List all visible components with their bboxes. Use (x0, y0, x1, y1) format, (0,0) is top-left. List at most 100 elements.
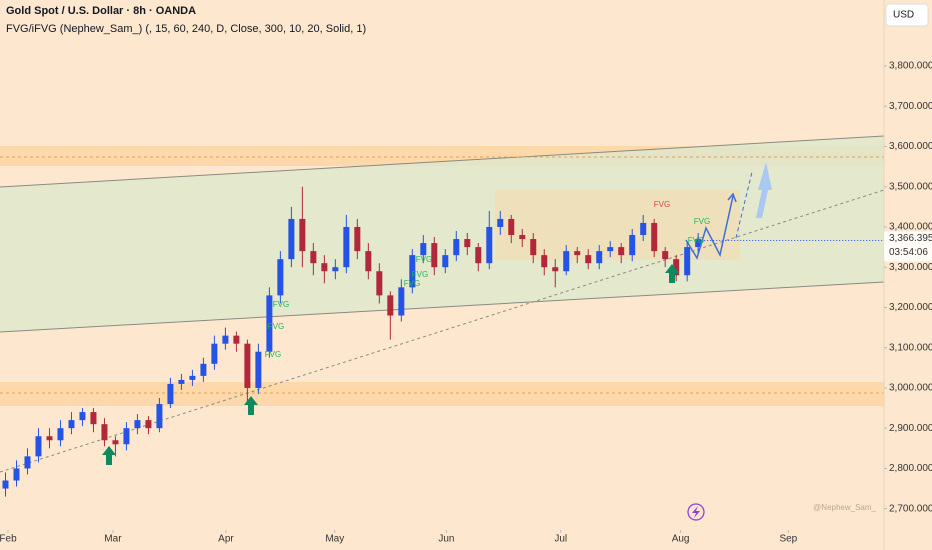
candle-body (68, 420, 75, 429)
currency-label: USD (893, 10, 914, 21)
candle-body (244, 343, 251, 388)
fvg-label: FVG (404, 279, 420, 288)
buy-arrow (244, 396, 258, 415)
x-tick-label: May (325, 534, 344, 545)
candle-body (519, 235, 526, 240)
candle-body (277, 259, 284, 296)
candle-body (420, 243, 427, 256)
indicator-label: FVG/iFVG (Nephew_Sam_) (, 15, 60, 240, D… (6, 23, 366, 35)
candle-body (288, 218, 295, 260)
channel-upper (0, 135, 885, 188)
candle-body (464, 239, 471, 248)
fvg-label: FVG (694, 217, 710, 226)
last-price-label: 3,366.395 (889, 233, 932, 244)
candle-body (222, 335, 229, 344)
candle-body (409, 255, 416, 288)
candle-body (211, 343, 218, 364)
x-tick-label: Feb (0, 534, 17, 545)
y-tick-label: 3,000.000 (889, 383, 932, 394)
candle-body (343, 226, 350, 268)
candle-body (442, 255, 449, 268)
y-tick-label: 3,500.000 (889, 181, 932, 192)
candle-body (321, 263, 328, 272)
support-zone (0, 382, 884, 406)
candle-body (662, 251, 669, 260)
candle-body (145, 420, 152, 429)
projection-path (685, 195, 734, 260)
fvg-label: FVG (416, 255, 432, 264)
candle-body (57, 428, 64, 441)
candle-body (618, 247, 625, 256)
candle-body (167, 383, 174, 405)
y-tick-label: 3,400.000 (889, 222, 932, 233)
projection-arrow-head (727, 192, 737, 203)
candle-body (651, 222, 658, 252)
candle-body (178, 379, 185, 384)
candle-body (310, 251, 317, 264)
candle-body (541, 255, 548, 268)
y-tick-label: 3,700.000 (889, 101, 932, 112)
candle-body (398, 287, 405, 316)
candle-body (431, 243, 438, 268)
candle-body (46, 436, 53, 441)
candle-body (35, 436, 42, 457)
trend-line (0, 189, 885, 473)
candle-body (596, 251, 603, 264)
fvg-label: FVG (273, 300, 289, 309)
candle-body (2, 480, 9, 489)
y-tick-label: 2,900.000 (889, 423, 932, 434)
candle-body (13, 468, 20, 481)
candle-body (365, 251, 372, 272)
candle-body (552, 267, 559, 272)
candle-body (508, 218, 515, 236)
x-tick-label: Aug (672, 534, 690, 545)
candle-body (233, 335, 240, 344)
countdown-label: 03:54:06 (889, 247, 928, 258)
candle-body (629, 235, 636, 256)
fvg-label: FVG (412, 270, 428, 279)
candle-body (453, 239, 460, 256)
replay-bolt (692, 506, 700, 518)
candle-body (112, 440, 119, 445)
buy-arrow (102, 446, 116, 465)
x-tick-label: Sep (779, 534, 797, 545)
candle-body (684, 247, 691, 276)
channel-lower (0, 281, 885, 333)
watermark: @Nephew_Sam_ (813, 503, 876, 512)
candle-body (266, 295, 273, 352)
candle-body (123, 428, 130, 445)
candle-body (475, 247, 482, 264)
candle-body (607, 247, 614, 252)
y-tick-label: 3,800.000 (889, 61, 932, 72)
chart-title: Gold Spot / U.S. Dollar · 8h · OANDA (6, 5, 196, 17)
candle-body (354, 226, 361, 252)
candle-body (79, 412, 86, 421)
candle-body (332, 267, 339, 272)
candle-body (695, 239, 702, 248)
candle-body (530, 239, 537, 256)
fvg-label: FVG (265, 350, 281, 359)
candle-body (101, 424, 108, 441)
candle-body (200, 363, 207, 376)
candle-body (376, 271, 383, 296)
candle-body (90, 412, 97, 425)
y-tick-label: 3,200.000 (889, 302, 932, 313)
candle-body (189, 375, 196, 380)
x-tick-label: Jun (438, 534, 454, 545)
replay-icon[interactable] (687, 503, 705, 521)
x-tick-label: Mar (104, 534, 122, 545)
currency-button[interactable] (885, 3, 929, 27)
candle-body (585, 255, 592, 264)
fvg-label: FVG (654, 200, 670, 209)
candle-body (486, 226, 493, 264)
candle-body (156, 404, 163, 429)
buy-arrows (102, 264, 679, 465)
x-tick-label: Jul (554, 534, 567, 545)
y-tick-label: 2,800.000 (889, 463, 932, 474)
projection-arrow (756, 162, 772, 218)
last-price-box (884, 231, 932, 262)
candle-body (255, 351, 262, 388)
fvg-label: FVG (688, 236, 704, 245)
candle-body (563, 251, 570, 272)
